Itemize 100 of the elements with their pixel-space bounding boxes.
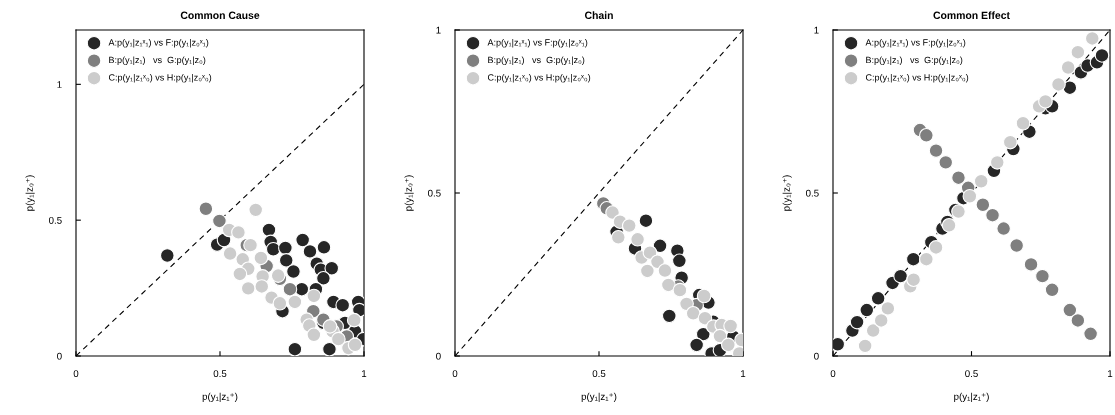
y-tick-label: 1 <box>436 26 441 34</box>
point <box>1062 302 1078 318</box>
point <box>906 272 921 288</box>
y-axis-title: p(y₁|z₀⁺) <box>404 175 414 211</box>
legend-label: B:p(y₁|z₁) vs G:p(y₁|z₀) <box>866 56 963 65</box>
point <box>347 337 363 353</box>
point <box>231 225 246 240</box>
x-tick-label: 1 <box>362 370 367 377</box>
x-tick-label: 0 <box>73 370 79 378</box>
point <box>857 338 873 354</box>
point <box>689 337 704 353</box>
point <box>996 221 1011 236</box>
point <box>240 281 256 296</box>
y-tick-label: 1 <box>57 81 62 88</box>
point <box>302 244 318 259</box>
legend-label: B:p(y₁|z₁) vs G:p(y₁|z₀) <box>488 56 585 65</box>
point <box>849 314 865 330</box>
point <box>1070 313 1086 328</box>
point <box>1044 282 1060 298</box>
point <box>1038 94 1053 109</box>
point <box>870 290 886 306</box>
point <box>696 288 712 304</box>
point <box>661 277 676 293</box>
legend-label: A:p(y₁|z₁ˣ₁) vs F:p(y₁|z₀ˣ₁) <box>865 39 966 48</box>
point <box>254 279 270 294</box>
y-tick-label: 0.5 <box>48 216 62 224</box>
point <box>1083 326 1098 342</box>
x-axis-title: p(y₁|z₁⁺) <box>202 392 238 402</box>
point <box>672 282 688 298</box>
point <box>287 294 303 310</box>
point <box>938 155 954 170</box>
point <box>346 312 362 328</box>
point <box>331 331 346 347</box>
point <box>282 281 298 297</box>
point <box>316 270 331 286</box>
point <box>962 188 978 204</box>
legend-label: C:p(y₁|z₁ˣ₀) vs H:p(y₁|z₀ˣ₀) <box>487 73 591 83</box>
chart-title: Common Cause <box>180 11 260 19</box>
point <box>335 297 351 313</box>
point <box>630 231 645 247</box>
legend-label: C:p(y₁|z₁ˣ₀) vs H:p(y₁|z₀ˣ₀) <box>865 73 969 83</box>
legend-label: C:p(y₁|z₁ˣ₀) vs H:p(y₁|z₀ˣ₀) <box>108 73 212 83</box>
point <box>657 263 673 278</box>
chart-title: Common Effect <box>933 11 1010 19</box>
y-tick-label: 0 <box>814 352 819 360</box>
x-tick-label: 1 <box>741 370 746 377</box>
point <box>640 263 655 279</box>
point <box>261 222 277 238</box>
y-tick-label: 1 <box>814 26 819 34</box>
point <box>985 207 1000 223</box>
point <box>1084 31 1100 46</box>
point <box>1015 115 1031 131</box>
point <box>1023 257 1039 272</box>
x-tick-label: 0.5 <box>213 370 227 378</box>
point <box>278 240 293 256</box>
point <box>248 202 264 218</box>
point <box>253 250 269 266</box>
y-axis-title: p(y₁|z₀⁺) <box>782 175 792 211</box>
point <box>1060 60 1076 75</box>
x-tick-label: 0 <box>452 370 458 378</box>
point <box>306 327 322 343</box>
y-tick-label: 0 <box>436 352 441 360</box>
y-tick-label: 0.5 <box>805 189 819 197</box>
point <box>232 266 248 282</box>
point <box>833 336 846 352</box>
x-tick-label: 0.5 <box>965 370 978 378</box>
point <box>685 305 701 321</box>
point <box>222 246 238 261</box>
point <box>973 173 989 189</box>
point <box>906 251 921 267</box>
point <box>642 245 658 260</box>
point <box>286 264 301 279</box>
point <box>652 238 668 254</box>
point <box>865 323 881 338</box>
point <box>672 253 687 269</box>
point <box>1051 77 1066 92</box>
point <box>880 301 896 316</box>
point <box>919 251 934 267</box>
point <box>1070 44 1086 60</box>
point <box>723 318 738 334</box>
point <box>720 337 736 353</box>
point <box>306 288 322 304</box>
point <box>287 341 303 356</box>
point <box>316 240 332 255</box>
point <box>859 302 875 318</box>
y-tick-label: 0 <box>57 352 62 360</box>
chart-title: Chain <box>584 11 613 19</box>
point <box>159 248 175 263</box>
point <box>1094 48 1110 63</box>
point <box>1062 80 1078 96</box>
point <box>928 240 944 255</box>
point <box>212 213 227 229</box>
point <box>243 237 258 253</box>
point <box>295 232 310 248</box>
point <box>324 260 340 276</box>
point <box>278 253 294 268</box>
y-tick-label: 0.5 <box>427 189 441 197</box>
point <box>893 268 908 284</box>
point <box>1035 268 1050 284</box>
x-axis-title: p(y₁|z₁⁺) <box>954 392 989 402</box>
